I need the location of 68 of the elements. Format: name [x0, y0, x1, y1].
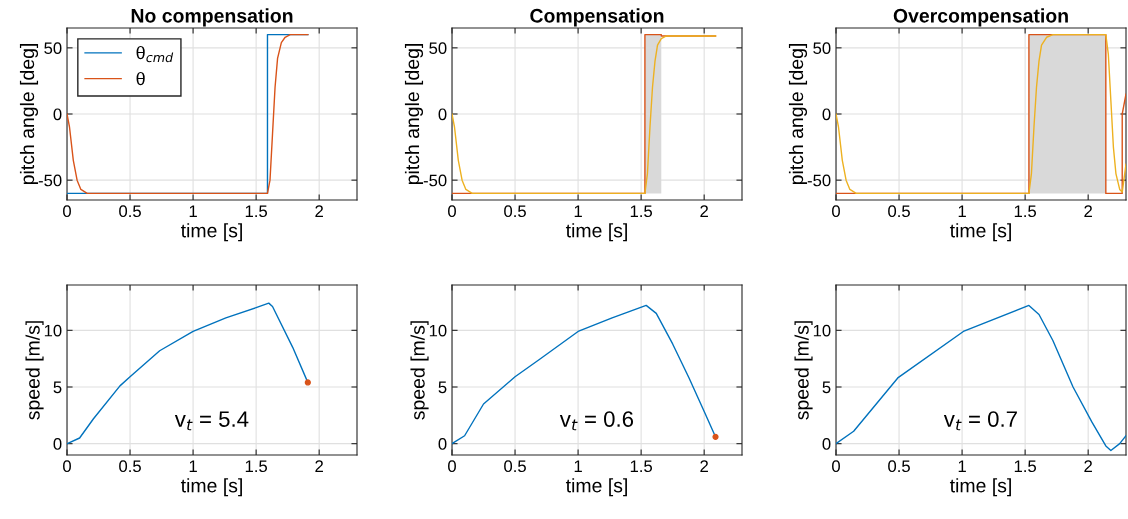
annotation: v$_{t}$ = 0.7: [943, 411, 1017, 431]
annotation: v$_{t}$ = 0.6: [559, 411, 634, 431]
x-tick-label: 1: [574, 460, 582, 472]
x-tick-label: 1: [189, 205, 197, 217]
y-tick-label: 0: [822, 438, 831, 450]
x-tick-label: 0: [832, 205, 840, 218]
y-tick-label: -50: [423, 174, 447, 187]
y-axis-title: speed [m/s]: [25, 321, 44, 420]
x-tick-label: 1.5: [1014, 205, 1037, 218]
y-tick-label: 10: [813, 324, 831, 337]
x-axis-title: time [s]: [180, 478, 242, 497]
y-tick-label: 10: [429, 324, 447, 337]
x-tick-label: 1: [189, 460, 197, 472]
x-tick-label: 0: [448, 460, 456, 473]
x-tick-label: 1.5: [630, 460, 653, 473]
chart-title: Overcompensation: [893, 8, 1068, 27]
y-tick-label: 5: [438, 381, 447, 394]
x-tick-label: 0: [63, 460, 71, 473]
x-tick-label: 2: [700, 205, 708, 217]
y-tick-label: -50: [38, 174, 62, 187]
x-tick-label: 0.5: [504, 460, 526, 473]
y-tick-label: 5: [53, 381, 62, 394]
y-tick-label: 0: [822, 108, 831, 121]
legend-label: θ: [136, 71, 145, 86]
chart-title: Compensation: [530, 8, 664, 27]
x-tick-label: 0: [448, 205, 456, 218]
x-tick-label: 1.5: [630, 205, 653, 218]
x-tick-label: 0: [832, 460, 840, 473]
y-axis-title: pitch angle [deg]: [788, 44, 808, 185]
x-tick-label: 2: [315, 205, 323, 217]
x-tick-label: 1: [574, 205, 582, 217]
x-tick-label: 0: [63, 205, 71, 218]
y-tick-label: -50: [807, 174, 831, 187]
y-tick-label: 50: [44, 42, 62, 55]
legend-label: θ$_{cmd}$: [136, 45, 174, 63]
x-axis-title: time [s]: [565, 223, 627, 242]
x-tick-label: 1.5: [245, 460, 268, 473]
x-tick-label: 0.5: [504, 205, 526, 218]
y-axis-title: speed [m/s]: [794, 321, 813, 420]
x-tick-label: 1: [958, 205, 966, 217]
x-tick-label: 0.5: [888, 460, 910, 473]
x-axis-title: time [s]: [180, 223, 242, 242]
x-tick-label: 2: [315, 460, 323, 472]
y-tick-label: 0: [438, 108, 447, 121]
y-tick-label: 0: [53, 108, 62, 121]
y-axis-title: pitch angle [deg]: [404, 44, 424, 185]
x-tick-label: 1.5: [245, 205, 268, 218]
x-axis-title: time [s]: [949, 478, 1011, 497]
y-tick-label: 50: [429, 42, 447, 55]
x-tick-label: 2: [1084, 460, 1092, 472]
y-tick-label: 0: [53, 438, 62, 450]
x-axis-title: time [s]: [949, 223, 1011, 242]
x-tick-label: 1.5: [1014, 460, 1037, 473]
y-axis-title: pitch angle [deg]: [19, 44, 39, 185]
x-tick-label: 0.5: [888, 205, 910, 218]
y-axis-title: speed [m/s]: [410, 321, 429, 420]
x-tick-label: 1: [958, 460, 966, 472]
y-tick-label: 50: [813, 42, 831, 55]
y-tick-label: 0: [438, 438, 447, 450]
x-axis-title: time [s]: [565, 478, 627, 497]
x-tick-label: 0.5: [119, 460, 141, 473]
x-tick-label: 2: [1084, 205, 1092, 217]
y-tick-label: 10: [44, 324, 62, 337]
annotation: v$_{t}$ = 5.4: [174, 411, 249, 431]
chart-title: No compensation: [131, 8, 293, 27]
x-tick-label: 2: [700, 460, 708, 472]
x-tick-label: 0.5: [119, 205, 141, 218]
y-tick-label: 5: [822, 381, 831, 394]
